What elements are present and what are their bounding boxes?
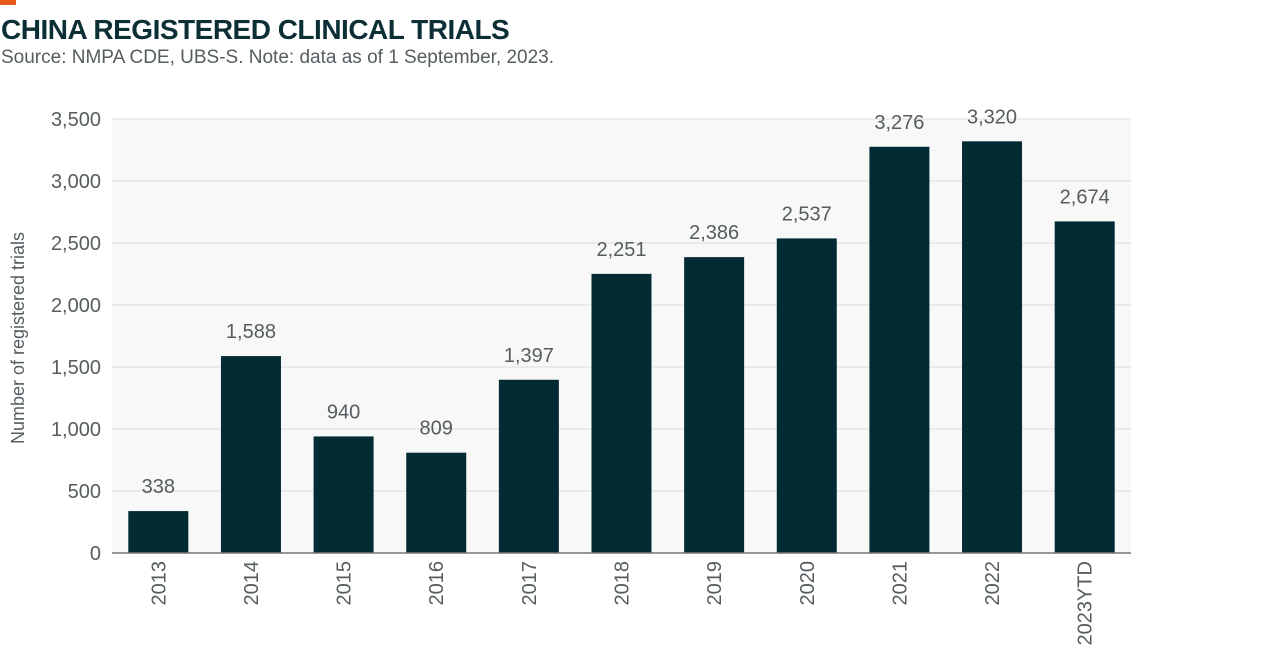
y-tick-label: 500 xyxy=(68,481,101,503)
data-label-2018: 2,251 xyxy=(596,239,646,261)
y-tick-label: 2,500 xyxy=(51,233,101,255)
data-label-2016: 809 xyxy=(420,418,453,440)
bar-2014 xyxy=(220,356,281,553)
y-tick-label: 3,500 xyxy=(51,109,101,131)
y-tick-label: 3,000 xyxy=(51,171,101,193)
x-tick-label: 2016 xyxy=(426,561,448,606)
x-tick-label: 2022 xyxy=(982,561,1004,606)
data-label-2013: 338 xyxy=(142,476,175,498)
x-tick-label: 2019 xyxy=(704,561,726,606)
x-tick-label: 2017 xyxy=(519,561,541,606)
data-label-2015: 940 xyxy=(327,401,360,423)
bar-2018 xyxy=(591,273,652,553)
y-tick-label: 2,000 xyxy=(51,295,101,317)
bar-2023YTD xyxy=(1054,221,1115,553)
chart-title: CHINA REGISTERED CLINICAL TRIALS xyxy=(1,14,510,45)
bar-2022 xyxy=(962,141,1023,553)
y-tick-label: 0 xyxy=(90,543,101,565)
x-tick-label: 2013 xyxy=(148,561,170,606)
bar-2016 xyxy=(406,452,467,553)
y-tick-label: 1,500 xyxy=(51,357,101,379)
data-label-2017: 1,397 xyxy=(504,345,554,367)
data-label-2020: 2,537 xyxy=(782,203,832,225)
bar-2021 xyxy=(869,146,930,553)
data-label-2014: 1,588 xyxy=(226,321,276,343)
bar-2017 xyxy=(498,379,559,553)
x-tick-label: 2020 xyxy=(797,561,819,606)
data-label-2022: 3,320 xyxy=(967,106,1017,128)
x-tick-label: 2015 xyxy=(334,561,356,606)
data-label-2019: 2,386 xyxy=(689,222,739,244)
y-axis-label: Number of registered trials xyxy=(8,232,28,444)
bar-2015 xyxy=(313,436,374,553)
bar-2013 xyxy=(128,511,189,553)
x-tick-label: 2021 xyxy=(889,561,911,606)
x-tick-label: 2014 xyxy=(241,561,263,606)
chart-subtitle: Source: NMPA CDE, UBS-S. Note: data as o… xyxy=(1,47,555,68)
accent-mark xyxy=(0,0,16,5)
bar-2020 xyxy=(776,238,837,554)
data-label-2021: 3,276 xyxy=(874,112,924,134)
x-tick-label: 2018 xyxy=(612,561,634,606)
bar-2019 xyxy=(684,257,745,553)
data-label-2023YTD: 2,674 xyxy=(1060,186,1110,208)
x-tick-label: 2023YTD xyxy=(1075,561,1097,646)
y-tick-label: 1,000 xyxy=(51,419,101,441)
